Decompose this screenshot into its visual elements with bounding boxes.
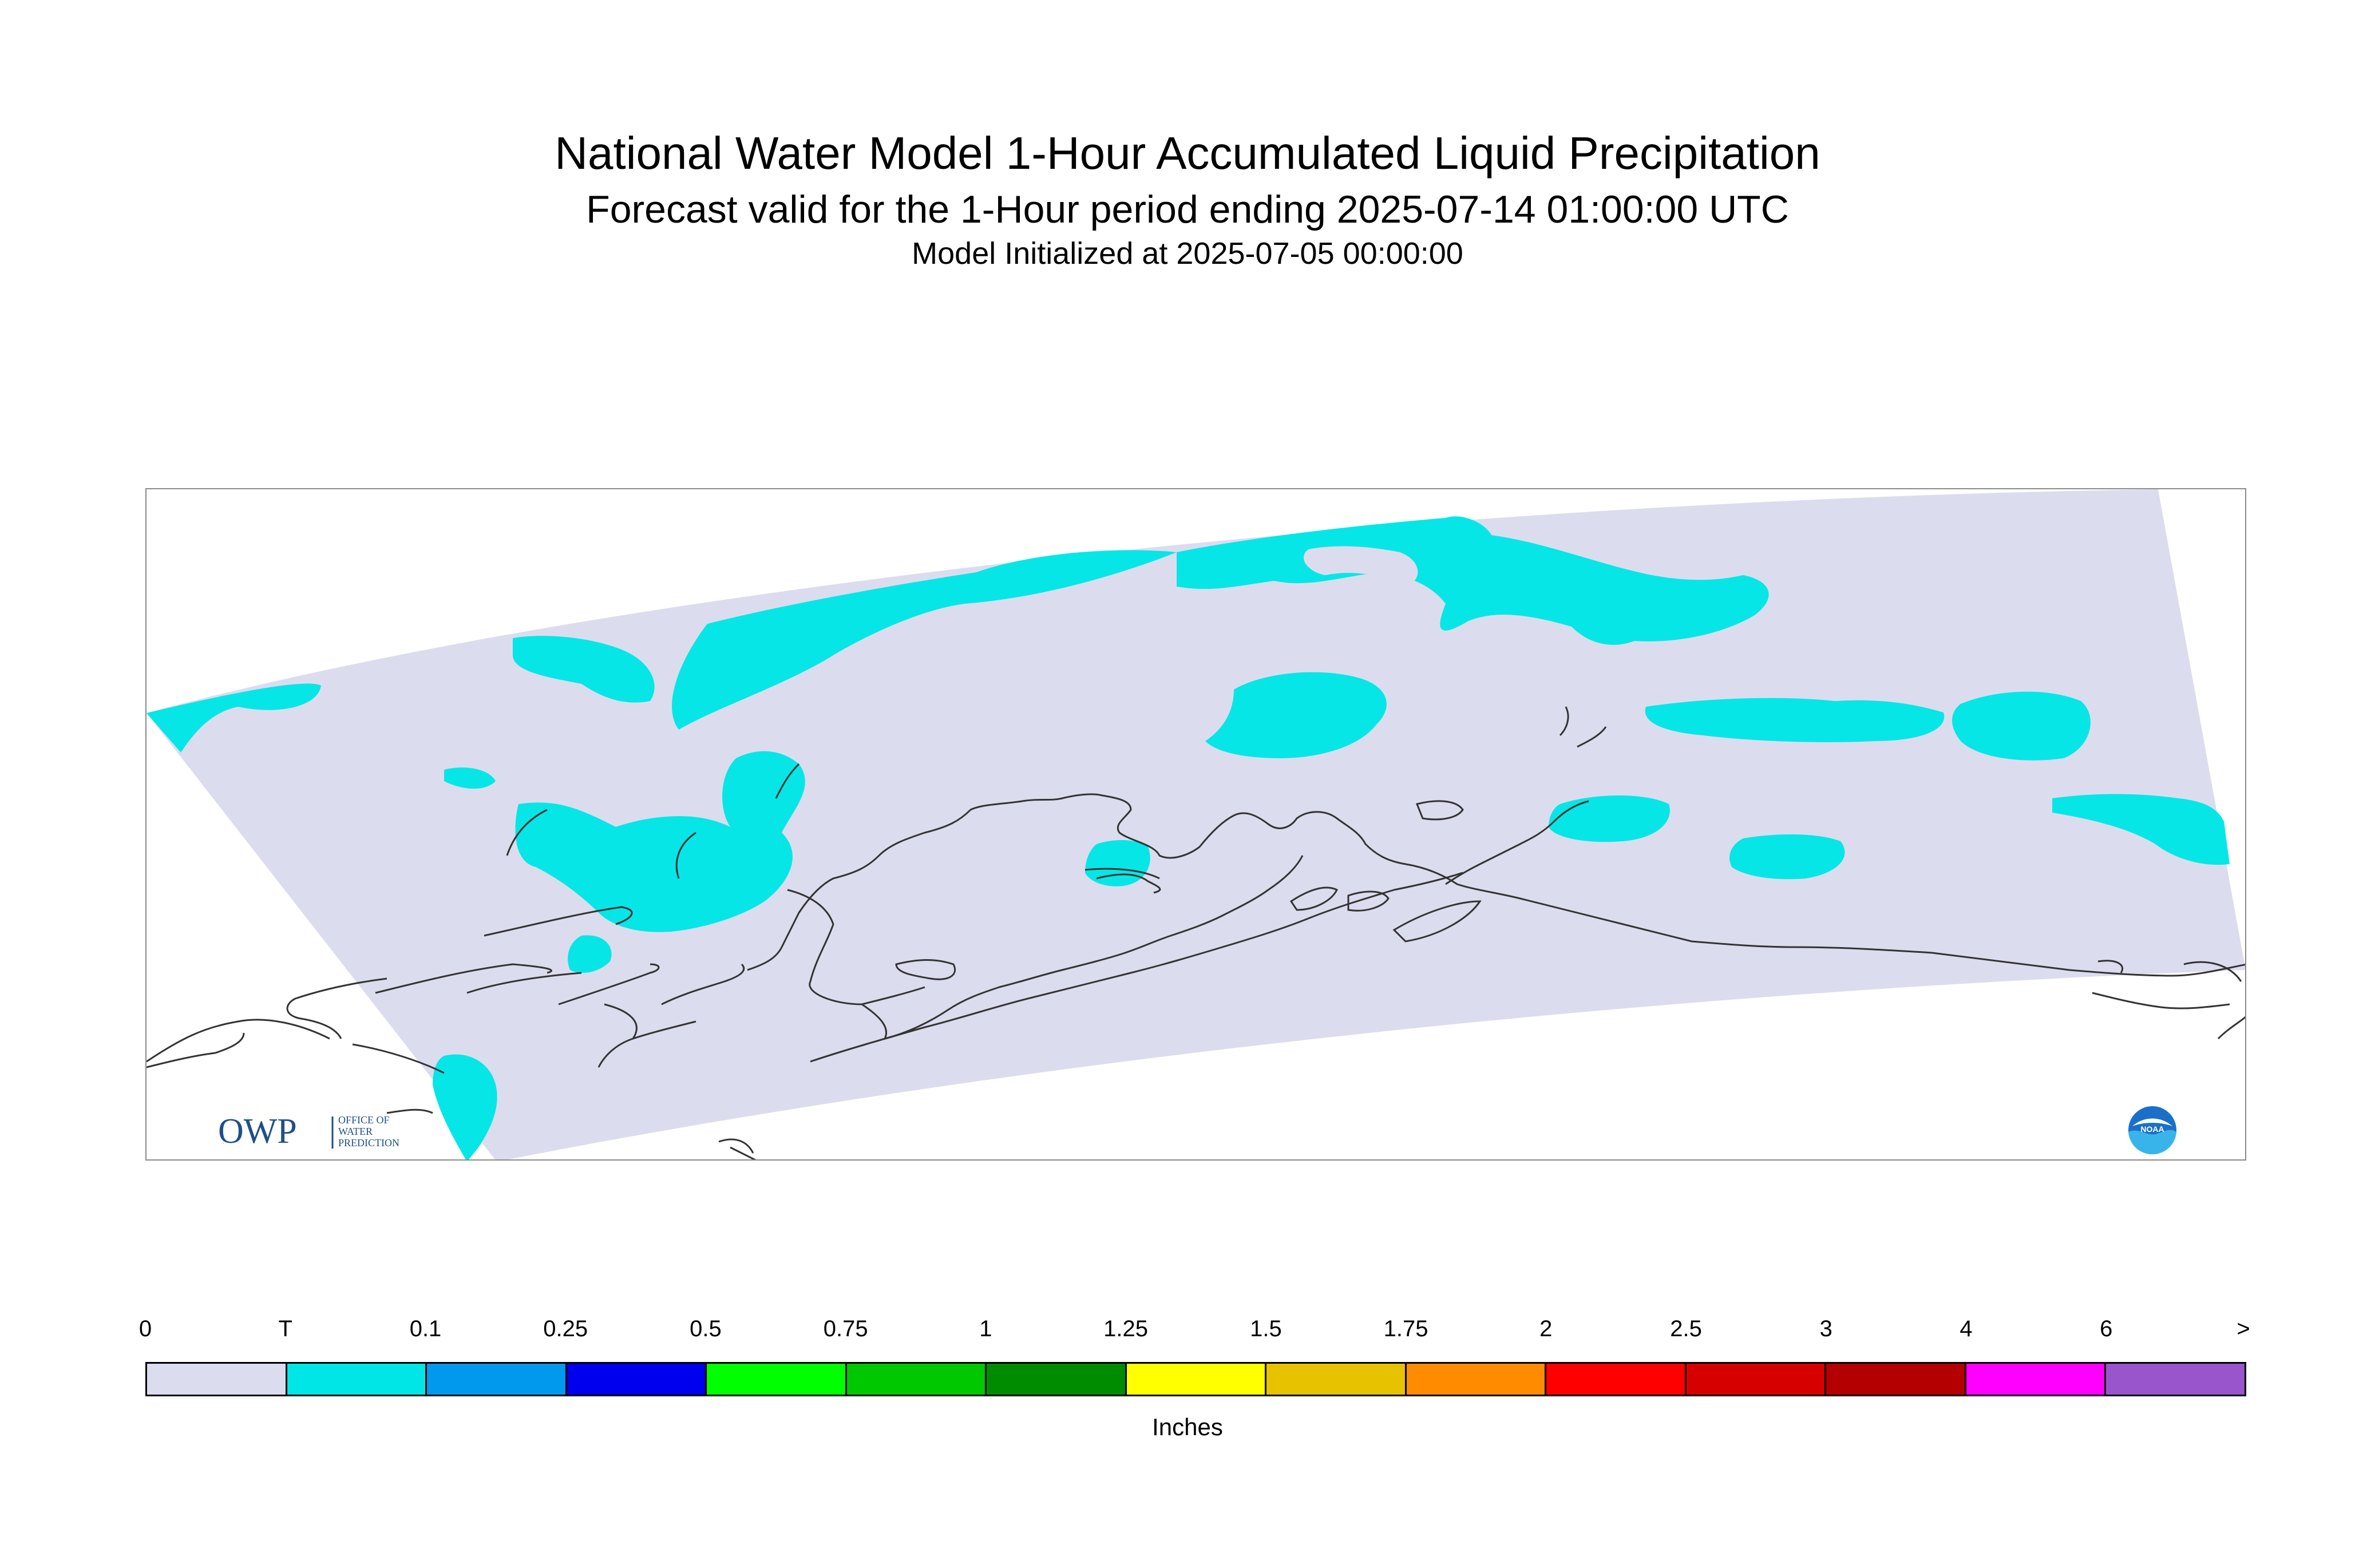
trace-area-far-east <box>2052 794 2230 865</box>
trace-area-bay <box>568 935 612 973</box>
legend-tick-label: 1.25 <box>1103 1316 1149 1341</box>
owp-logo-mark: OWP <box>218 1112 297 1151</box>
owp-logo-line-2: WATER <box>338 1126 373 1137</box>
trace-area-mid-west <box>513 636 655 703</box>
legend-tick-label: 6 <box>2100 1316 2113 1341</box>
noaa-emblem-icon: NOAA <box>2128 1106 2176 1154</box>
legend-swatch <box>1126 1364 1267 1395</box>
legend-swatch <box>147 1364 287 1395</box>
init-time-label: Model Initialized at 2025-07-05 00:00:00 <box>912 236 1463 271</box>
trace-area-east-band <box>1645 698 1945 742</box>
legend-tick-label: 2 <box>1539 1316 1553 1341</box>
legend-swatch <box>987 1364 1127 1395</box>
legend-swatch <box>1686 1364 1827 1395</box>
legend-swatch <box>1966 1364 2107 1395</box>
map-subtitle: Forecast valid for the 1-Hour period end… <box>586 188 1789 231</box>
legend-swatch <box>1266 1364 1407 1395</box>
legend-tick-label: 0.5 <box>690 1316 722 1341</box>
legend-tick-label: 1.75 <box>1383 1316 1428 1341</box>
legend-unit-label: Inches <box>1152 1413 1223 1440</box>
trace-area-southwest <box>433 1054 497 1159</box>
map-title: National Water Model 1-Hour Accumulated … <box>555 128 1820 179</box>
trace-area-northwest <box>672 550 1177 730</box>
coastline-norton <box>506 763 800 879</box>
trace-area-west-coast <box>515 751 805 932</box>
legend-swatch <box>707 1364 847 1395</box>
model-domain <box>147 489 2245 1159</box>
legend-swatch <box>1546 1364 1687 1395</box>
coastline-lake-clark <box>1559 706 1607 748</box>
precip-trace-areas <box>147 516 2230 1159</box>
legend-tick-label: T <box>278 1316 292 1341</box>
legend-tick-label: 2.5 <box>1670 1316 1702 1341</box>
coastline-far-east <box>1931 952 2245 1009</box>
legend-tick-label: > <box>2237 1316 2250 1341</box>
coastlines <box>147 706 2245 1159</box>
legend-tick-label: 1.5 <box>1250 1316 1282 1341</box>
trace-area-east-mid <box>1729 834 1845 880</box>
coastline-kenai <box>1445 800 1589 885</box>
legend-tick-label: 3 <box>1819 1316 1832 1341</box>
owp-logo-graphic: OWP OFFICE OF WATER PREDICTION <box>218 1112 399 1151</box>
legend-tick-label: 0.25 <box>543 1316 588 1341</box>
coastline-southwest-corner <box>147 1032 757 1159</box>
legend-tick-label: 0 <box>138 1316 152 1341</box>
map-canvas <box>147 489 2245 1159</box>
legend-tick-label: 0.75 <box>823 1316 868 1341</box>
legend-tick-label: 1 <box>979 1316 992 1341</box>
trace-area-east-south <box>1549 795 1670 842</box>
trace-area-central-north <box>1205 672 1387 758</box>
legend-tick-label: 0.1 <box>409 1316 442 1341</box>
owp-logo-line-1: OFFICE OF <box>338 1114 390 1126</box>
trace-area-east-blob <box>1952 691 2091 761</box>
trace-area-small-west <box>444 767 496 789</box>
owp-logo-line-3: PREDICTION <box>338 1137 399 1149</box>
legend-swatch <box>427 1364 567 1395</box>
legend-swatch <box>846 1364 987 1395</box>
coastline-alaska-peninsula <box>810 872 1463 1063</box>
coastline-islands <box>895 800 2245 1040</box>
noaa-emblem-text: NOAA <box>2140 1124 2164 1134</box>
legend-colorbar <box>145 1362 2246 1396</box>
map-panel: OWP OFFICE OF WATER PREDICTION NOAA <box>145 488 2246 1161</box>
legend-swatch <box>2106 1364 2245 1395</box>
trace-area-north-bay-hole <box>1303 546 1418 587</box>
trace-area-west-edge <box>147 683 321 753</box>
coastline-mainland <box>147 793 1933 1074</box>
legend-swatch <box>567 1364 707 1395</box>
legend-tick-label: 4 <box>1960 1316 1973 1341</box>
legend-swatch <box>1406 1364 1547 1395</box>
legend-swatch <box>287 1364 428 1395</box>
legend-tick-labels: 0 T 0.1 0.25 0.5 0.75 1 1.25 1.5 1.75 2 … <box>0 1316 2375 1351</box>
legend-swatch <box>1826 1364 1966 1395</box>
